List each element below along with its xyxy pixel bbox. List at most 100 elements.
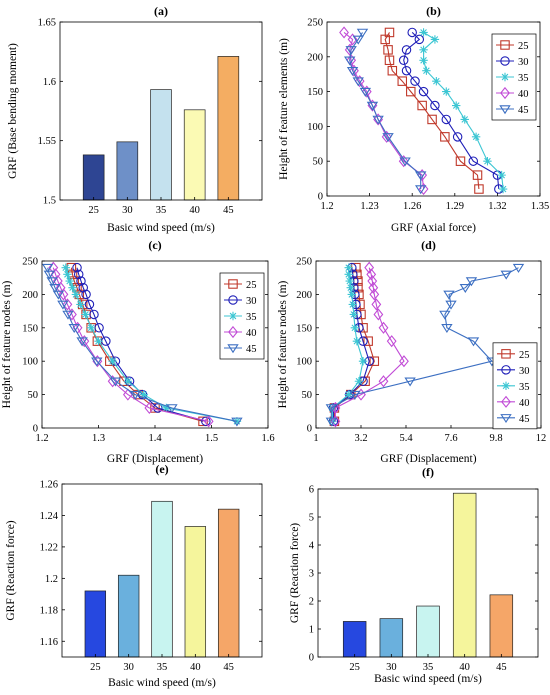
- point-45: [352, 77, 364, 87]
- legend-label-45: 45: [519, 414, 530, 425]
- point-35: [419, 28, 428, 37]
- x-tick-label: 40: [189, 205, 200, 216]
- x-tick-label: 1.23: [360, 201, 378, 212]
- point-45: [356, 28, 369, 38]
- point-45: [372, 115, 384, 125]
- point-45: [231, 417, 243, 427]
- legend-marker-25: [500, 40, 510, 50]
- point-25: [474, 184, 484, 194]
- point-25: [363, 336, 373, 346]
- point-40: [58, 288, 69, 301]
- point-35: [81, 310, 90, 319]
- y-tick-label: 0: [307, 424, 312, 435]
- x-tick-label: 1.5: [205, 433, 218, 444]
- panel-b: (b) GRF (Axial force) Height of feature el…: [278, 4, 549, 234]
- x-tick-label: 35: [157, 662, 168, 673]
- point-40: [367, 274, 378, 288]
- x-tick-label: 7.6: [444, 433, 457, 444]
- point-45: [459, 283, 472, 293]
- point-30: [201, 416, 211, 427]
- point-35: [347, 290, 356, 299]
- y-axis-label: Height of feature nodes (m): [1, 280, 13, 408]
- point-25: [397, 76, 408, 86]
- x-tick-label: 1.6: [261, 433, 274, 444]
- y-tick-label: 50: [302, 390, 313, 401]
- point-25: [387, 65, 398, 76]
- y-axis-label: GRF (Reaction force): [289, 523, 301, 623]
- point-35: [498, 184, 508, 194]
- point-45: [465, 277, 478, 287]
- y-tick-label: 6: [309, 485, 314, 496]
- x-tick-label: 5.4: [399, 433, 413, 444]
- point-35: [86, 323, 96, 332]
- legend-marker-45: [499, 105, 511, 115]
- legend: 25 30 35 40 45: [492, 342, 538, 430]
- series-line-30: [332, 267, 370, 422]
- point-25: [369, 356, 380, 366]
- x-tick-label: 40: [459, 662, 470, 673]
- legend-label-40: 40: [246, 328, 257, 339]
- x-tick-label: 12: [536, 433, 547, 444]
- point-45: [68, 324, 80, 334]
- x-axis-label: GRF (Displacement): [380, 453, 476, 465]
- point-45: [441, 324, 453, 334]
- panel-title: (e): [155, 462, 168, 476]
- y-tick-label: 1.2: [45, 574, 58, 585]
- x-tick-label: 45: [223, 662, 234, 673]
- point-45: [399, 157, 411, 167]
- point-40: [67, 308, 77, 321]
- legend-marker-25: [228, 279, 238, 289]
- bar-35: [151, 500, 173, 658]
- plot-frame: [326, 21, 541, 197]
- x-tick-label: 9.8: [489, 433, 502, 444]
- point-40: [368, 281, 379, 294]
- x-tick-label: 30: [386, 662, 397, 673]
- y-tick-label: 5: [309, 513, 314, 524]
- point-40: [339, 26, 349, 39]
- y-tick-label: 200: [22, 290, 38, 301]
- point-30: [430, 100, 440, 111]
- bar-45: [489, 594, 514, 658]
- y-tick-label: 3: [309, 569, 314, 580]
- x-tick-label: 1.26: [403, 201, 421, 212]
- y-tick-label: 1.55: [38, 136, 56, 147]
- series-group: [42, 261, 243, 428]
- y-tick-label: 150: [296, 323, 312, 334]
- x-tick-label: 35: [156, 205, 167, 216]
- point-35: [483, 157, 492, 166]
- point-25: [383, 45, 393, 55]
- point-45: [404, 377, 416, 387]
- point-45: [439, 310, 451, 320]
- x-tick-label: 25: [88, 205, 99, 216]
- bar-25: [342, 621, 367, 658]
- legend: 25 30 35 40 45: [219, 272, 265, 360]
- legend-marker-35: [500, 72, 510, 82]
- point-45: [359, 87, 372, 97]
- bar-40: [184, 526, 207, 658]
- legend-marker-30: [501, 365, 511, 375]
- y-axis-label: GRF (Reaction force): [5, 520, 17, 620]
- bar-25: [84, 590, 107, 658]
- point-30: [89, 309, 99, 320]
- x-tick-label: 30: [122, 205, 133, 216]
- y-tick-label: 250: [296, 257, 312, 268]
- bar-35: [150, 89, 172, 201]
- point-40: [203, 415, 214, 428]
- x-tick-label: 1.3: [92, 433, 105, 444]
- y-tick-label: 1.16: [40, 637, 58, 648]
- point-35: [65, 276, 74, 286]
- y-tick-label: 0: [318, 192, 323, 203]
- point-45: [512, 263, 525, 273]
- point-45: [325, 417, 338, 427]
- y-tick-label: 0: [33, 424, 38, 435]
- point-25: [417, 100, 427, 111]
- point-45: [415, 171, 427, 181]
- series-group: [339, 26, 508, 196]
- point-40: [330, 415, 341, 428]
- series-line-30: [403, 32, 500, 190]
- point-45: [325, 404, 338, 414]
- point-30: [398, 55, 409, 66]
- point-35: [123, 377, 133, 386]
- point-35: [346, 283, 355, 292]
